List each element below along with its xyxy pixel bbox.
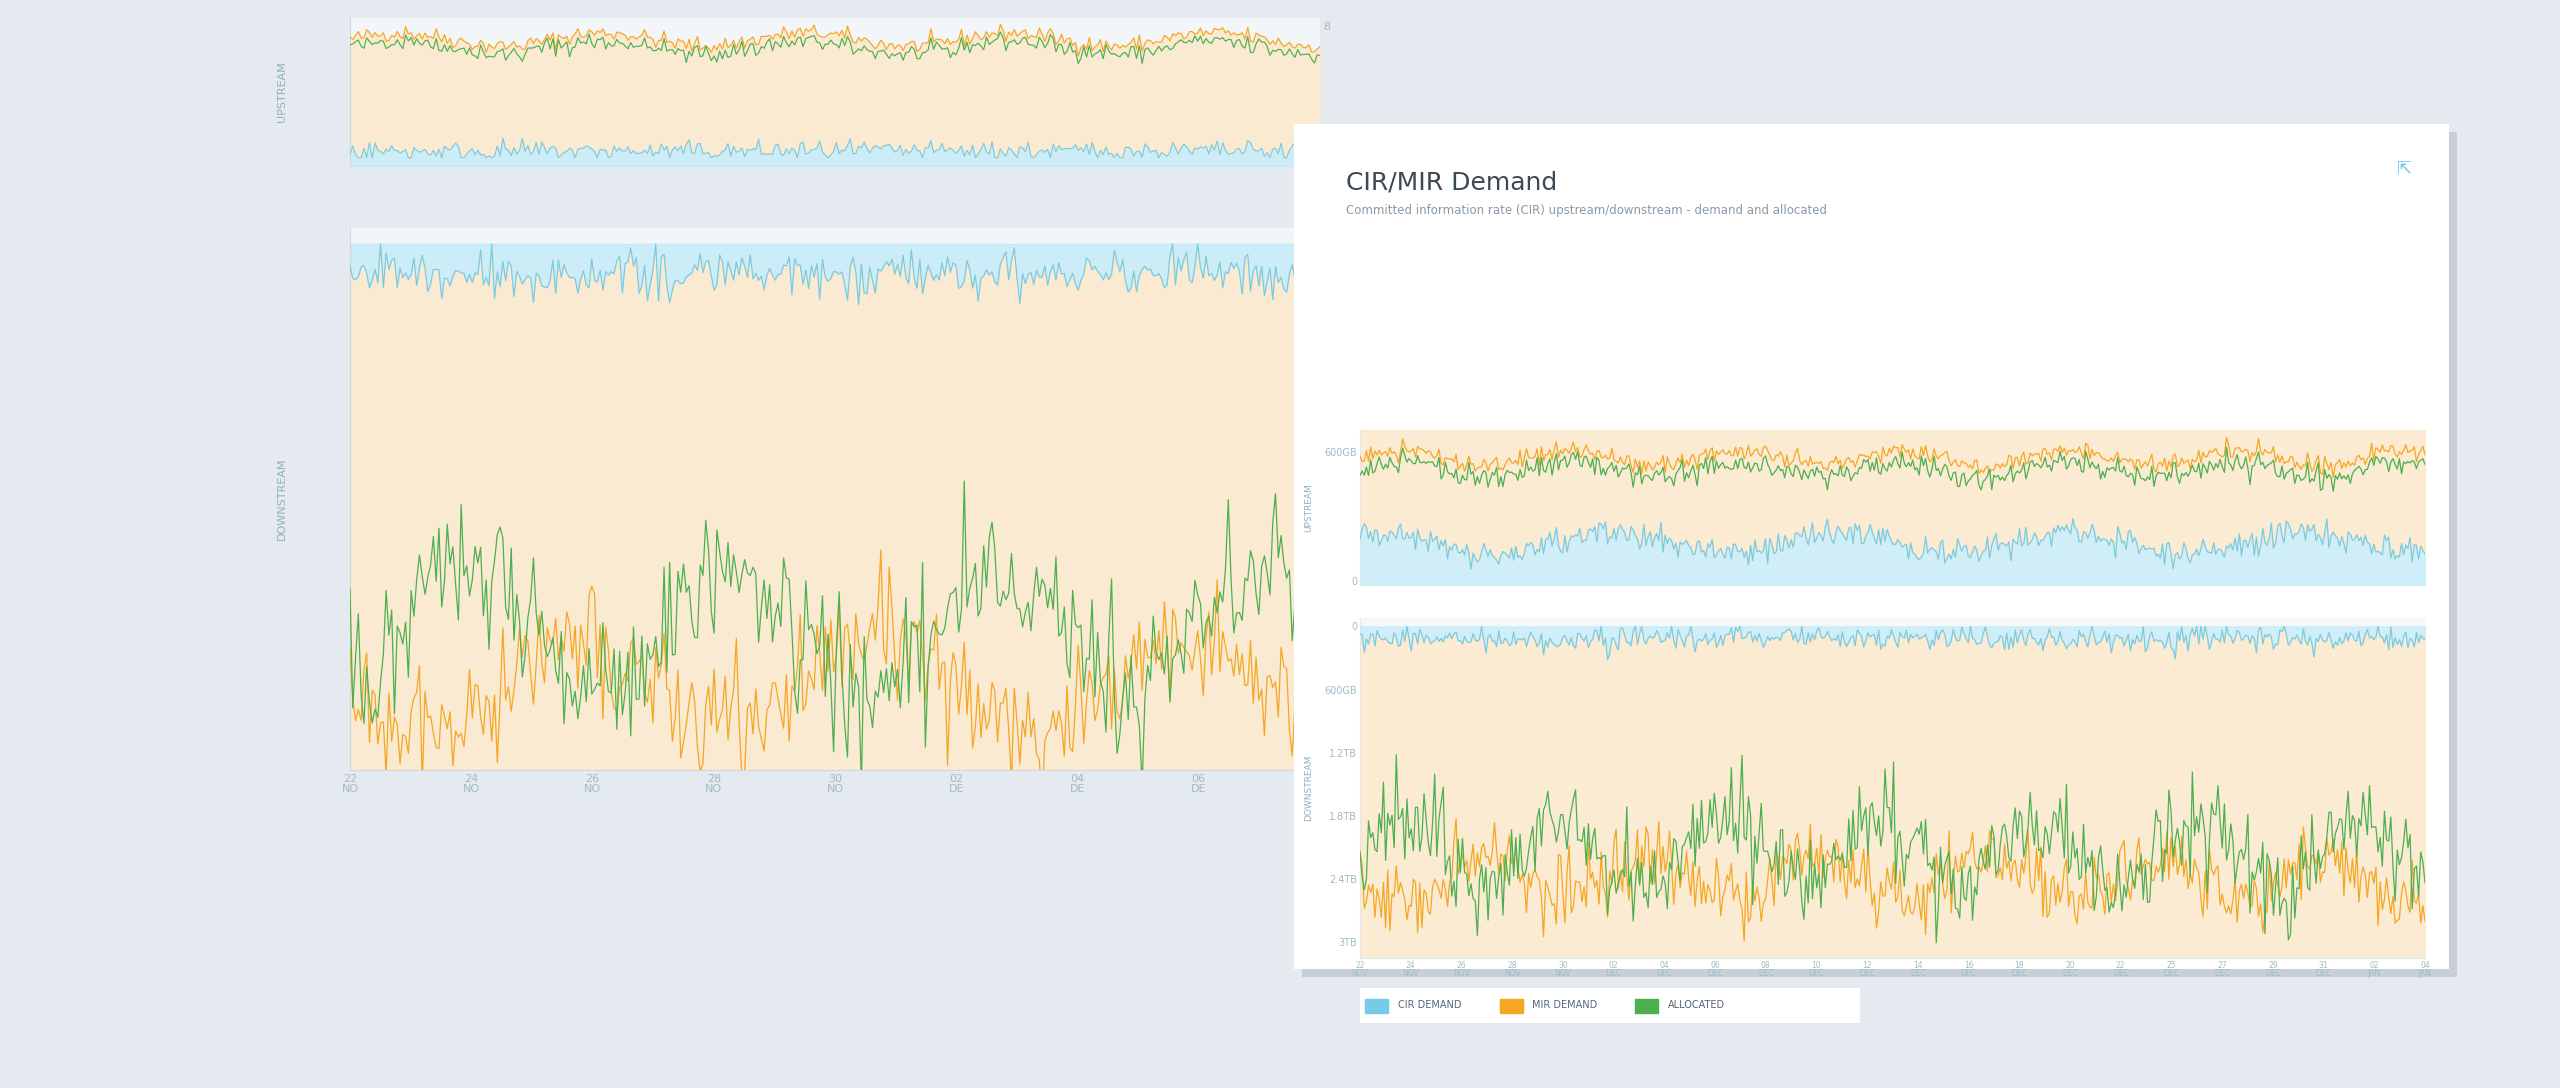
Bar [1500, 999, 1523, 1013]
Text: DOWNSTREAM: DOWNSTREAM [1306, 755, 1313, 821]
Text: Committed information rate (CIR) upstream/downstream - demand and allocated: Committed information rate (CIR) upstrea… [1347, 205, 1828, 218]
Text: UPSTREAM: UPSTREAM [276, 62, 287, 122]
Text: CIR/MIR Demand: CIR/MIR Demand [1347, 171, 1556, 195]
Bar [1636, 999, 1656, 1013]
Text: ⇱: ⇱ [2396, 160, 2412, 178]
Text: ALLOCATED: ALLOCATED [1667, 1001, 1725, 1011]
Text: MIR DEMAND: MIR DEMAND [1533, 1001, 1597, 1011]
Text: UPSTREAM: UPSTREAM [1306, 483, 1313, 532]
Bar [1364, 999, 1388, 1013]
Text: DOWNSTREAM: DOWNSTREAM [276, 458, 287, 541]
Text: CIR DEMAND: CIR DEMAND [1398, 1001, 1462, 1011]
